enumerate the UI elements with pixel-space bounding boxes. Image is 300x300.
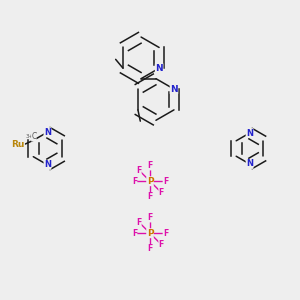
Text: N: N [246,129,253,138]
Text: F: F [147,213,153,222]
Text: Ru: Ru [11,140,24,148]
Text: F: F [163,229,168,238]
Text: F: F [136,218,142,226]
Text: N: N [155,64,163,73]
Text: F: F [147,192,153,201]
Text: P: P [147,177,153,186]
Text: P: P [147,229,153,238]
Text: C: C [31,132,37,141]
Text: 3+: 3+ [25,134,33,139]
Text: F: F [158,240,164,249]
Text: F: F [132,229,137,238]
Text: F: F [132,177,137,186]
Text: F: F [147,161,153,170]
Text: N: N [246,160,253,169]
Text: N: N [44,160,51,169]
Text: F: F [147,244,153,253]
Text: F: F [163,177,168,186]
Text: N: N [44,128,51,137]
Text: N: N [170,85,178,94]
Text: F: F [158,188,164,197]
Text: F: F [136,166,142,175]
